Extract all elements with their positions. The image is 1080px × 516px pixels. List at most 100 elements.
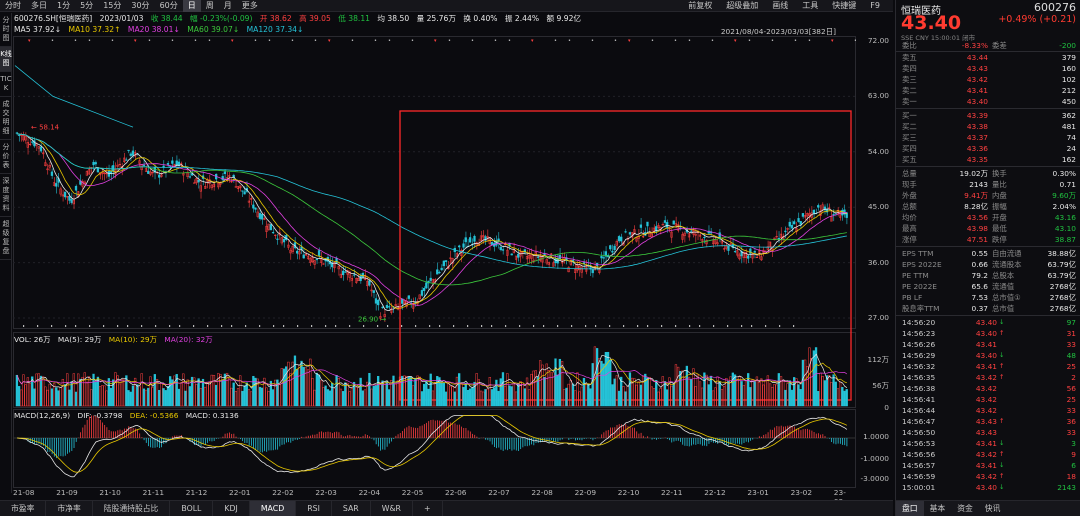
indicator-tab-0[interactable]: 市盈率 bbox=[0, 501, 47, 516]
quote-tab-2[interactable]: 资金 bbox=[957, 504, 973, 513]
indicator-tab-6[interactable]: RSI bbox=[296, 501, 332, 516]
volume-bar bbox=[685, 365, 689, 407]
event-tick bbox=[273, 325, 275, 327]
candle-body bbox=[615, 240, 618, 246]
left-tab-0[interactable]: 分时图 bbox=[0, 13, 12, 47]
candle-body bbox=[670, 231, 673, 238]
left-tab-1[interactable]: K线图 bbox=[0, 47, 12, 72]
indicator-tab-8[interactable]: W&R bbox=[371, 501, 413, 516]
candle-body bbox=[123, 157, 126, 163]
volume-bar bbox=[637, 381, 640, 407]
quote-tab-0[interactable]: 盘口 bbox=[896, 501, 924, 516]
candle-body bbox=[707, 230, 710, 234]
volume-bar bbox=[225, 372, 229, 407]
left-tab-2[interactable]: TICK bbox=[0, 72, 12, 97]
x-tick-17: 23-01 bbox=[747, 488, 769, 497]
volume-bar bbox=[447, 381, 450, 407]
tick-price: 43.42 bbox=[975, 373, 997, 382]
candle-body bbox=[447, 265, 450, 270]
volume-bar bbox=[79, 378, 82, 407]
volume-bar bbox=[416, 375, 419, 407]
left-tab-3[interactable]: 成交明细 bbox=[0, 97, 12, 140]
add-tab-button[interactable]: + bbox=[413, 501, 443, 516]
toolbar-item-1[interactable]: 超级叠加 bbox=[726, 1, 759, 10]
volume-bar bbox=[357, 386, 360, 407]
toolbar-item-2[interactable]: 画线 bbox=[772, 1, 789, 10]
left-tab-6[interactable]: 超级复盘 bbox=[0, 217, 12, 260]
toolbar-item-0[interactable]: 前复权 bbox=[688, 1, 713, 10]
ask-row-3: 卖二 43.41 212 bbox=[896, 85, 1080, 96]
volume-bar bbox=[420, 391, 424, 407]
indicator-tab-4[interactable]: KDJ bbox=[213, 501, 250, 516]
candle-body bbox=[703, 236, 706, 239]
period-tab-1[interactable]: 多日 bbox=[31, 1, 47, 10]
event-marker: • bbox=[74, 38, 77, 44]
candle-body bbox=[661, 224, 664, 226]
ask-label: 卖四 bbox=[902, 64, 917, 73]
candle-body bbox=[26, 142, 29, 148]
period-tab-10[interactable]: 更多 bbox=[241, 1, 258, 10]
candle-body bbox=[171, 160, 174, 164]
tick-price: 43.40 bbox=[975, 318, 997, 327]
volume-bar bbox=[757, 382, 761, 407]
volume-bar bbox=[479, 390, 483, 407]
volume-bar bbox=[714, 387, 717, 407]
volume-bar bbox=[348, 391, 351, 407]
fin-row-5-value: 0.37 bbox=[971, 304, 988, 313]
event-marker: • bbox=[794, 38, 797, 44]
volume-bar bbox=[15, 374, 19, 407]
indicator-tab-5[interactable]: MACD bbox=[249, 501, 297, 516]
toolbar-item-5[interactable]: F9 bbox=[870, 1, 880, 10]
macd-pane bbox=[13, 409, 856, 488]
volume-bar bbox=[195, 384, 198, 407]
volume-bar bbox=[105, 390, 108, 407]
event-marker: • bbox=[291, 38, 294, 44]
event-marker: • bbox=[88, 38, 91, 44]
candle-body bbox=[442, 260, 445, 267]
period-tab-3[interactable]: 5分 bbox=[80, 1, 94, 10]
candle-body bbox=[317, 250, 321, 256]
volume-bar bbox=[258, 386, 262, 407]
period-tab-6[interactable]: 60分 bbox=[159, 1, 178, 10]
volume-bar bbox=[731, 372, 734, 407]
period-tab-0[interactable]: 分时 bbox=[5, 1, 21, 10]
event-tick bbox=[179, 325, 181, 327]
indicator-tab-3[interactable]: BOLL bbox=[170, 501, 214, 516]
period-tab-2[interactable]: 1分 bbox=[57, 1, 71, 10]
period-tab-8[interactable]: 周 bbox=[205, 1, 214, 10]
quote-tab-1[interactable]: 基本 bbox=[929, 504, 946, 513]
toolbar-item-4[interactable]: 快捷键 bbox=[832, 1, 857, 10]
indicator-tab-2[interactable]: 陆股通持股占比 bbox=[93, 501, 171, 516]
period-tab-5[interactable]: 30分 bbox=[131, 1, 150, 10]
volume-bar bbox=[355, 387, 358, 407]
ask-price: 43.44 bbox=[966, 53, 988, 62]
sep-4 bbox=[896, 246, 1080, 247]
left-tab-4[interactable]: 分价表 bbox=[0, 140, 12, 174]
period-tab-4[interactable]: 15分 bbox=[103, 1, 122, 10]
volume-bar bbox=[366, 381, 369, 407]
tick-volume: 97 bbox=[1066, 318, 1076, 327]
toolbar-item-3[interactable]: 工具 bbox=[802, 1, 819, 10]
period-tab-9[interactable]: 月 bbox=[223, 1, 232, 10]
indicator-tab-7[interactable]: SAR bbox=[332, 501, 371, 516]
volume-bar bbox=[567, 383, 570, 407]
volume-bar bbox=[442, 382, 445, 407]
volume-bar bbox=[670, 385, 673, 407]
tick-price: 43.41 bbox=[975, 362, 997, 371]
candle-body bbox=[129, 153, 132, 156]
volume-bar bbox=[510, 386, 513, 407]
quote-tab-3[interactable]: 快讯 bbox=[984, 504, 1001, 513]
candle-body bbox=[302, 254, 305, 259]
volume-bar bbox=[823, 380, 826, 407]
volume-bar bbox=[208, 381, 211, 407]
candle-body bbox=[473, 235, 476, 242]
period-tab-7[interactable]: 日 bbox=[182, 0, 201, 12]
indicator-tab-1[interactable]: 市净率 bbox=[46, 501, 93, 516]
volume-bar bbox=[703, 372, 706, 407]
left-tab-5[interactable]: 深度资料 bbox=[0, 174, 12, 217]
event-marker: • bbox=[171, 38, 174, 44]
tick-row-5: 14:56:35 43.42 ↑ 2 bbox=[896, 372, 1080, 383]
volume-bar bbox=[103, 385, 106, 407]
sep-3 bbox=[896, 166, 1080, 167]
chart-area[interactable]: ← 58.14 26.90 → ▾ • • • • ▾ • • • • ▾ • • • • ▾ • • • • ▾ • • • • ▾… bbox=[13, 36, 856, 488]
